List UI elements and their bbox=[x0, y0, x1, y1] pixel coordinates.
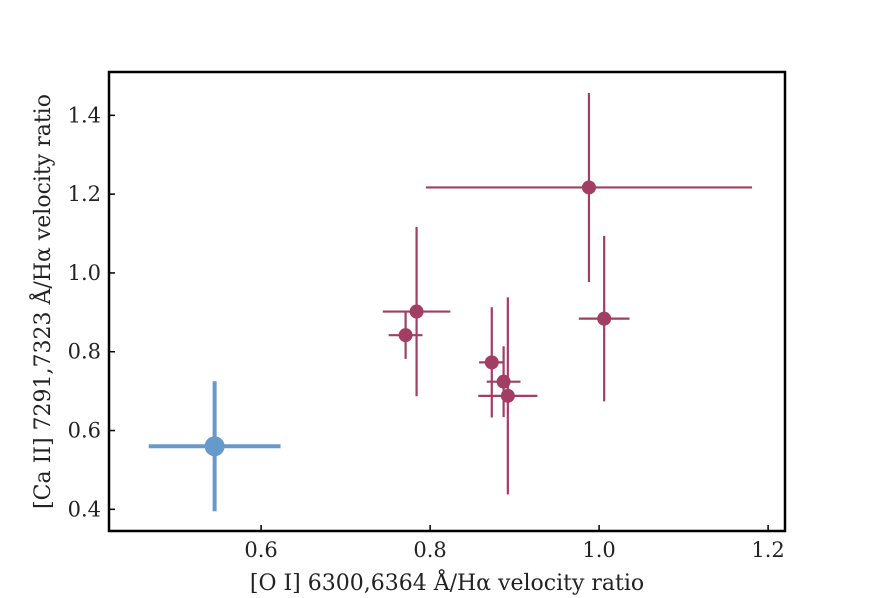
y-tick-label: 0.8 bbox=[68, 340, 101, 364]
series-0 bbox=[382, 92, 753, 495]
y-tick-label: 0.6 bbox=[68, 419, 101, 443]
x-tick-label: 0.6 bbox=[244, 538, 277, 562]
x-tick-label: 1.2 bbox=[751, 538, 784, 562]
data-point bbox=[581, 180, 596, 195]
chart-marks bbox=[148, 92, 753, 512]
chart-axes: 0.6 0.8 1.0 1.2 0.4 0.6 0.8 1.0 1.2 1.4 bbox=[68, 103, 785, 562]
data-point bbox=[398, 328, 413, 343]
x-axis-label: [O I] 6300,6364 Å/Hα velocity ratio bbox=[250, 568, 644, 596]
data-point bbox=[409, 304, 424, 319]
y-tick-label: 0.4 bbox=[68, 497, 101, 521]
y-tick-label: 1.0 bbox=[68, 261, 101, 285]
data-point bbox=[204, 436, 225, 457]
data-point bbox=[500, 388, 515, 403]
series-1 bbox=[148, 381, 281, 512]
x-tick-label: 1.0 bbox=[582, 538, 615, 562]
y-axis-label: [Ca II] 7291,7323 Å/Hα velocity ratio bbox=[28, 94, 56, 509]
data-point bbox=[597, 311, 612, 326]
x-tick-label: 0.8 bbox=[413, 538, 446, 562]
y-tick-label: 1.2 bbox=[68, 182, 101, 206]
data-point bbox=[484, 355, 499, 370]
y-tick-label: 1.4 bbox=[68, 103, 101, 127]
plot-frame bbox=[107, 70, 787, 533]
